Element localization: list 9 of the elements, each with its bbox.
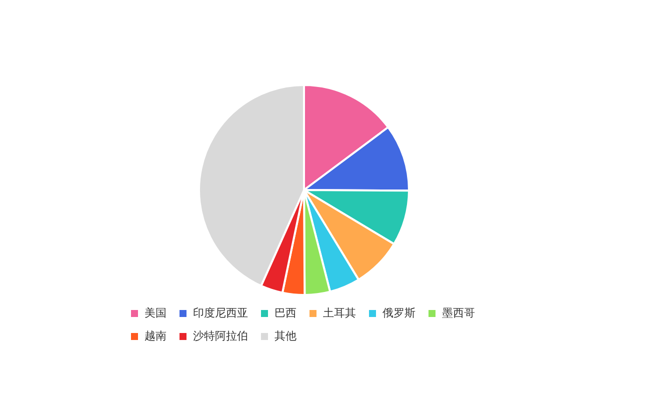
legend-label: 巴西 — [274, 306, 296, 320]
legend-label: 其他 — [274, 329, 296, 342]
legend-label: 沙特阿拉伯 — [193, 329, 248, 342]
legend-label: 印度尼西亚 — [193, 306, 248, 320]
legend-label: 美国 — [144, 306, 166, 320]
legend-label: 土耳其 — [323, 306, 356, 320]
legend-label: 墨西哥 — [442, 306, 475, 320]
legend-label: 俄罗斯 — [382, 306, 416, 320]
legend-label: 越南 — [144, 329, 166, 342]
